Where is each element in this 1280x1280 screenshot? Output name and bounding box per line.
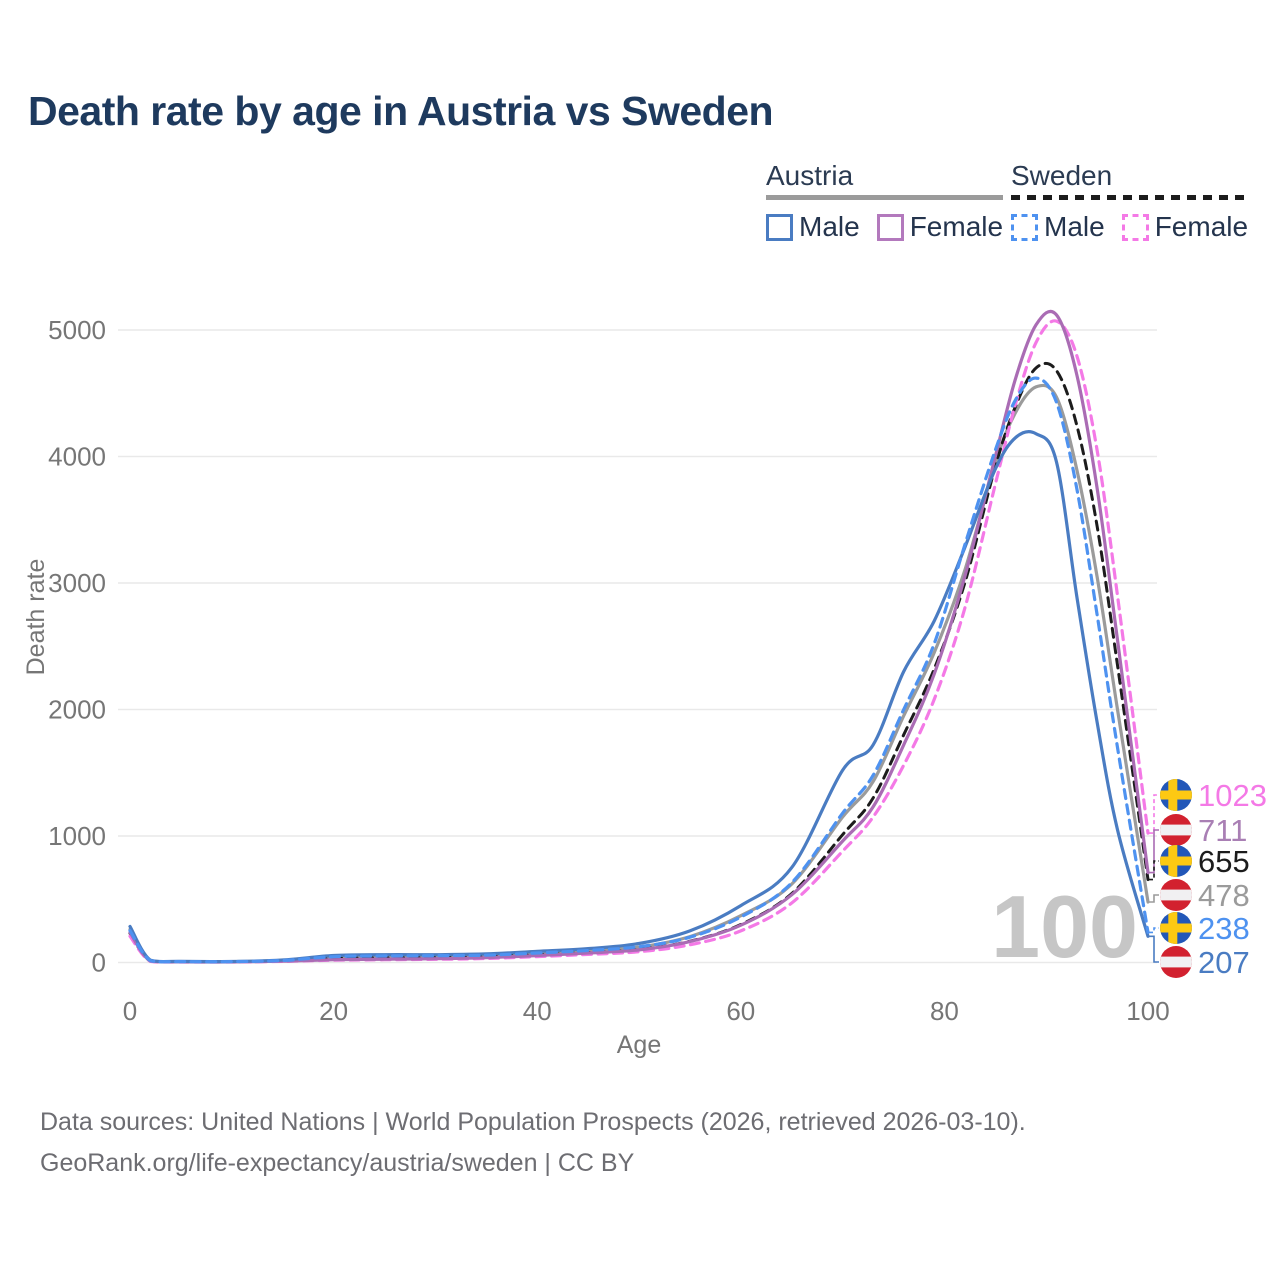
chart-canvas: 0 1000 2000 3000 4000 5000 0 20 40 60 80 100 Age Deat…	[22, 309, 1267, 1059]
sweden-male-swatch-icon	[1011, 213, 1038, 241]
end-label-leader-sweden_male	[1149, 927, 1159, 934]
austria-flag-icon	[1160, 946, 1192, 978]
x-tick-label: 40	[523, 996, 552, 1026]
sweden-flag-icon	[1160, 912, 1192, 944]
legend-group-austria: Austria Male Female	[766, 160, 1004, 243]
austria-female-swatch-icon	[876, 213, 904, 241]
footer-data-sources: Data sources: United Nations | World Pop…	[40, 1108, 1026, 1136]
series-line-austria_female	[128, 309, 1150, 964]
y-tick-label: 2000	[48, 695, 106, 725]
y-tick-label: 3000	[48, 568, 106, 598]
end-label-value-austria_total: 478	[1198, 878, 1250, 913]
y-tick-label: 4000	[48, 442, 106, 472]
legend-label: Male	[799, 211, 860, 242]
sweden-flag-icon	[1160, 779, 1192, 811]
end-label-value-sweden_total: 655	[1198, 844, 1250, 879]
x-tick-label: 80	[930, 996, 959, 1026]
footer-attribution: GeoRank.org/life-expectancy/austria/swed…	[40, 1149, 635, 1177]
end-label-leader-austria_female	[1149, 829, 1159, 874]
x-axis-title: Age	[617, 1031, 661, 1059]
legend-linestyle-sweden	[1011, 195, 1249, 200]
legend-item-sweden-female[interactable]: Female	[1121, 211, 1249, 243]
austria-flag-icon	[1160, 814, 1192, 846]
legend-linestyle-austria	[766, 195, 1004, 200]
austria-male-swatch-icon	[766, 213, 793, 241]
legend-label: Female	[909, 211, 1004, 242]
legend-item-sweden-male[interactable]: Male	[1011, 211, 1105, 243]
y-tick-label: 1000	[48, 821, 106, 851]
end-label-leader-sweden_female	[1149, 794, 1159, 834]
end-label-value-austria_male: 207	[1198, 945, 1250, 980]
x-tick-label: 20	[319, 996, 348, 1026]
x-tick-label: 60	[726, 996, 755, 1026]
footer: Data sources: United Nations | World Pop…	[40, 1102, 1026, 1184]
sweden-female-swatch-icon	[1121, 213, 1149, 241]
legend-item-austria-male[interactable]: Male	[766, 211, 860, 243]
y-tick-label: 5000	[48, 315, 106, 345]
sweden-flag-icon	[1160, 845, 1192, 877]
end-label-leader-austria_total	[1149, 894, 1159, 903]
end-label-leader-austria_male	[1149, 935, 1159, 963]
series-line-sweden_male	[128, 376, 1150, 964]
austria-flag-icon	[1160, 879, 1192, 911]
end-label-value-austria_female: 711	[1198, 813, 1247, 848]
age-watermark: 100	[991, 877, 1138, 976]
legend-group-sweden: Sweden Male Female	[1011, 160, 1249, 243]
legend-header-austria: Austria	[766, 160, 854, 191]
y-axis-title: Death rate	[22, 559, 50, 676]
legend-label: Female	[1154, 211, 1249, 242]
legend-label: Male	[1044, 211, 1105, 242]
x-tick-label: 100	[1126, 996, 1169, 1026]
y-tick-label: 0	[92, 948, 106, 978]
x-tick-label: 0	[123, 996, 137, 1026]
end-label-leader-sweden_total	[1149, 860, 1159, 881]
series-line-sweden_female	[128, 319, 1150, 964]
legend-item-austria-female[interactable]: Female	[876, 211, 1004, 243]
end-label-value-sweden_female: 1023	[1198, 778, 1267, 813]
page-title: Death rate by age in Austria vs Sweden	[28, 88, 774, 134]
legend-header-sweden: Sweden	[1011, 160, 1113, 191]
end-label-value-sweden_male: 238	[1198, 911, 1250, 946]
